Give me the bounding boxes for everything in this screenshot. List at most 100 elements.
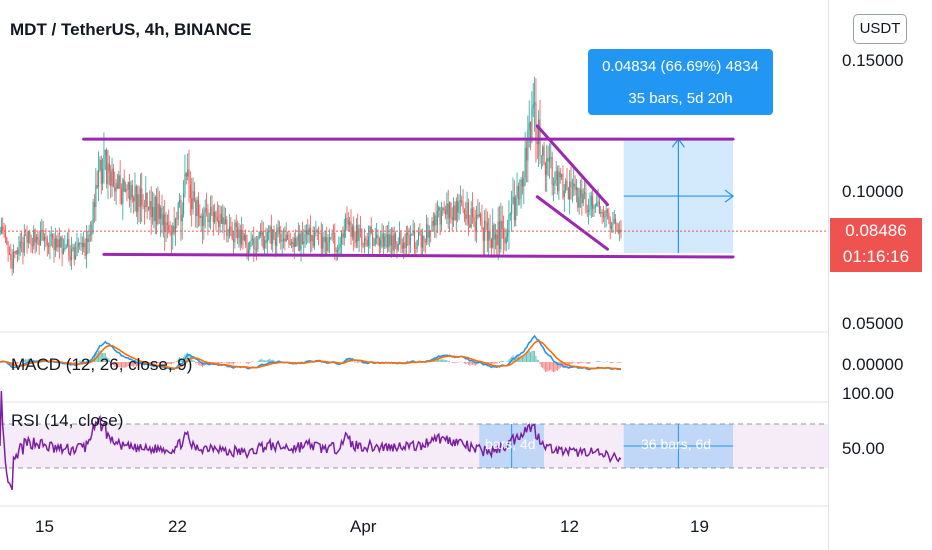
- macd-histogram-bar: [127, 362, 129, 366]
- candle-body: [592, 195, 594, 209]
- macd-histogram-bar: [23, 359, 25, 362]
- candle-body: [203, 212, 205, 226]
- time-tick: 22: [168, 517, 187, 536]
- candle-body: [61, 237, 63, 255]
- macd-histogram-bar: [493, 362, 495, 364]
- candle-body: [245, 234, 247, 245]
- macd-histogram-bar: [570, 362, 572, 365]
- candle-body: [453, 205, 455, 220]
- macd-histogram-bar: [470, 362, 472, 365]
- macd-histogram-bar: [569, 362, 571, 365]
- candle-body: [266, 232, 268, 243]
- candle-body: [304, 234, 306, 242]
- candle-body: [355, 225, 357, 243]
- macd-histogram-bar: [585, 362, 587, 364]
- candle-body: [215, 211, 217, 218]
- macd-histogram-bar: [223, 362, 225, 363]
- candle-body: [77, 242, 79, 248]
- candle-body: [547, 158, 549, 162]
- macd-histogram-bar: [436, 358, 438, 362]
- last-price-value: 0.08486: [845, 221, 907, 240]
- candle-body: [434, 215, 436, 226]
- candle-body: [307, 229, 309, 236]
- candle-body: [386, 234, 388, 248]
- macd-histogram-bar: [246, 362, 248, 364]
- candle-body: [436, 210, 438, 226]
- candle-body: [372, 233, 374, 247]
- candle-body: [432, 220, 434, 226]
- candle-body: [137, 194, 139, 212]
- candle-body: [4, 232, 6, 238]
- candle-body: [395, 233, 397, 244]
- candle-body: [108, 163, 110, 172]
- macd-histogram-bar: [528, 350, 530, 362]
- candle-body: [247, 249, 249, 256]
- candle-body: [207, 209, 209, 223]
- candle-body: [226, 219, 228, 236]
- macd-histogram-bar: [401, 362, 403, 363]
- macd-histogram-bar: [439, 359, 441, 362]
- candle-body: [38, 239, 40, 246]
- candle-body: [606, 209, 609, 213]
- candle-body: [615, 218, 617, 224]
- macd-histogram-bar: [100, 352, 102, 362]
- candle-body: [131, 184, 133, 198]
- macd-histogram-bar: [597, 360, 599, 362]
- macd-histogram-bar: [183, 356, 185, 362]
- candle-body: [235, 222, 237, 228]
- macd-histogram-bar: [262, 360, 264, 362]
- candle-body: [195, 200, 197, 217]
- candle-body: [180, 199, 182, 222]
- candle-body: [193, 191, 195, 201]
- candle-body: [469, 224, 471, 228]
- candle-body: [71, 249, 73, 260]
- macd-histogram-bar: [196, 362, 198, 364]
- macd-histogram-bar: [152, 362, 154, 364]
- macd-histogram-bar: [530, 352, 532, 362]
- candle-body: [581, 189, 583, 204]
- candle-body: [512, 196, 514, 205]
- candle-body: [146, 192, 148, 208]
- macd-histogram-bar: [98, 351, 100, 362]
- candle-body: [141, 188, 143, 206]
- macd-histogram-bar: [543, 362, 545, 370]
- candle-body: [613, 218, 615, 223]
- currency-button[interactable]: USDT: [853, 14, 907, 44]
- candle-body: [451, 216, 453, 220]
- macd-histogram-bar: [111, 362, 113, 363]
- macd-histogram-bar: [134, 362, 136, 366]
- macd-histogram-bar: [156, 362, 158, 365]
- macd-histogram-bar: [586, 362, 588, 364]
- candle-body: [119, 175, 121, 189]
- macd-histogram-bar: [14, 362, 16, 366]
- macd-histogram-bar: [435, 359, 437, 362]
- candle-body: [223, 217, 225, 225]
- macd-histogram-bar: [474, 362, 476, 366]
- price-tick: 0.15000: [842, 51, 904, 70]
- macd-histogram-bar: [129, 362, 131, 367]
- candle-body: [463, 209, 465, 215]
- candle-body: [343, 229, 345, 238]
- candle-body: [318, 231, 320, 233]
- candle-body: [309, 227, 312, 242]
- candle-body: [336, 249, 339, 252]
- candle-body: [521, 179, 523, 187]
- macd-histogram-bar: [119, 362, 121, 368]
- candle-body: [230, 226, 232, 232]
- macd-histogram-bar: [538, 360, 540, 362]
- candle-body: [25, 234, 27, 236]
- candle-body: [492, 224, 494, 248]
- candle-body: [262, 231, 264, 248]
- macd-histogram-bar: [582, 362, 584, 363]
- candle-body: [511, 204, 513, 215]
- macd-histogram-bar: [555, 362, 557, 371]
- candle-body: [467, 202, 469, 225]
- candle-body: [552, 184, 555, 186]
- macd-histogram-bar: [266, 359, 268, 362]
- candle-body: [519, 198, 521, 200]
- macd-histogram-bar: [567, 362, 569, 367]
- candle-body: [565, 180, 567, 191]
- candle-body: [122, 179, 124, 204]
- candle-body: [287, 234, 289, 240]
